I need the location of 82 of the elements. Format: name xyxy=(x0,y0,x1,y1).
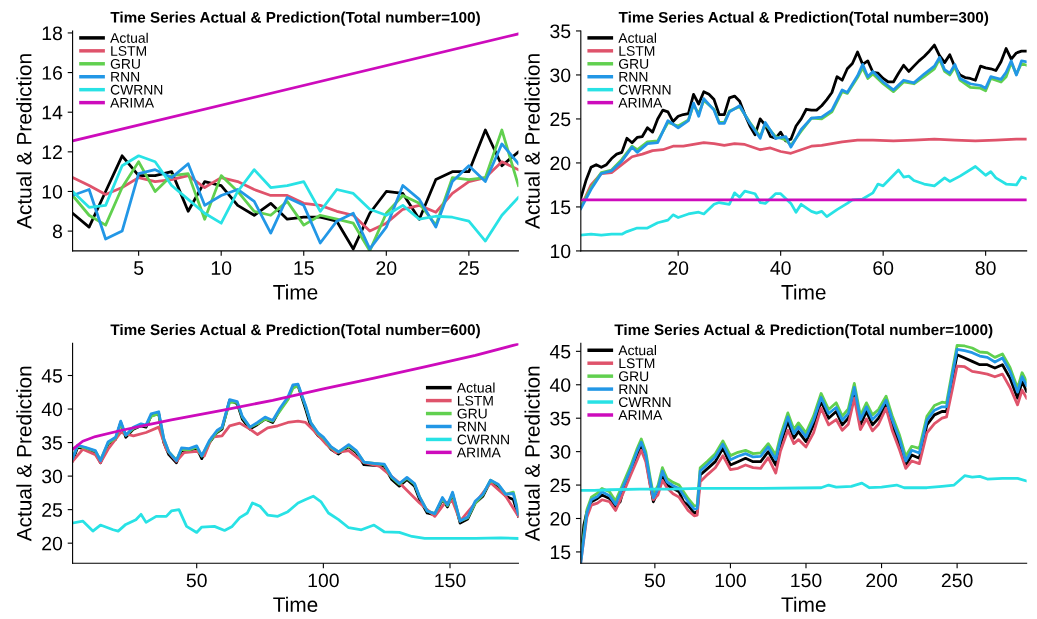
legend-label: CWRNN xyxy=(619,84,671,95)
line-series xyxy=(72,494,519,540)
line-series xyxy=(580,474,1027,492)
legend-label: ARIMA xyxy=(110,97,155,108)
legend-label: RNN xyxy=(457,421,486,432)
x-tick-label: 50 xyxy=(186,573,207,588)
chart-title: Time Series Actual & Prediction(Total number=100) xyxy=(110,11,480,26)
legend-label: Actual xyxy=(110,32,148,43)
legend-label: CWRNN xyxy=(110,84,163,95)
y-tick-label: 20 xyxy=(42,536,63,551)
x-tick-label: 250 xyxy=(941,573,973,588)
legend-label: Actual xyxy=(618,345,656,356)
y-tick-label: 15 xyxy=(550,545,571,560)
legend-label: ARIMA xyxy=(456,447,501,458)
x-tick-label: 150 xyxy=(435,573,466,588)
legend-label: LSTM xyxy=(457,395,493,406)
legend-label: Actual xyxy=(618,32,656,43)
y-tick-label: 15 xyxy=(550,200,571,215)
x-tick-label: 20 xyxy=(376,261,397,275)
x-tick-label: 15 xyxy=(294,261,314,275)
legend-label: RNN xyxy=(111,72,140,82)
legend-label: LSTM xyxy=(619,46,655,56)
y-tick-label: 40 xyxy=(549,378,571,393)
x-tick-label: 80 xyxy=(975,261,996,275)
x-tick-label: 40 xyxy=(770,261,791,275)
y-tick-label: 35 xyxy=(550,24,571,39)
line-series xyxy=(580,165,1027,237)
x-tick-label: 50 xyxy=(644,573,665,588)
legend-label: GRU xyxy=(619,371,649,382)
x-tick-label: 60 xyxy=(873,261,894,275)
x-tick-label: 150 xyxy=(791,573,822,588)
x-axis-title: Time xyxy=(781,284,826,300)
y-tick-label: 30 xyxy=(41,469,63,484)
y-tick-label: 35 xyxy=(550,411,571,426)
legend-label: CWRNN xyxy=(619,397,671,408)
y-tick-label: 10 xyxy=(42,184,63,199)
y-tick-label: 40 xyxy=(41,402,63,417)
y-tick-label: 16 xyxy=(42,66,63,80)
chart-title: Time Series Actual & Prediction(Total number=600) xyxy=(110,323,480,339)
x-axis-title: Time xyxy=(781,596,826,612)
y-axis-title: Actual & Prediction xyxy=(16,54,32,229)
legend-label: LSTM xyxy=(619,358,655,369)
y-axis-title: Actual & Prediction xyxy=(16,366,32,542)
y-tick-label: 30 xyxy=(550,445,571,459)
legend-label: CWRNN xyxy=(457,434,509,445)
y-tick-label: 45 xyxy=(41,369,63,383)
x-tick-label: 100 xyxy=(308,573,339,588)
legend-label: ARIMA xyxy=(618,97,663,108)
line-series xyxy=(72,154,519,243)
chart-title: Time Series Actual & Prediction(Total number=1000) xyxy=(614,323,993,339)
x-tick-label: 100 xyxy=(715,573,746,588)
y-tick-label: 45 xyxy=(549,345,571,359)
chart-title: Time Series Actual & Prediction(Total number=300) xyxy=(618,11,989,26)
y-tick-label: 35 xyxy=(41,436,63,450)
y-tick-label: 12 xyxy=(42,145,62,159)
y-tick-label: 14 xyxy=(42,105,63,120)
y-tick-label: 25 xyxy=(550,112,571,127)
legend-label: Actual xyxy=(456,382,495,393)
x-tick-label: 20 xyxy=(668,261,689,275)
y-tick-label: 30 xyxy=(550,68,571,83)
legend-label: GRU xyxy=(110,58,140,69)
legend-label: GRU xyxy=(619,58,649,69)
y-axis-title: Actual & Prediction xyxy=(524,366,540,542)
legend-label: ARIMA xyxy=(618,410,663,420)
y-tick-label: 25 xyxy=(550,478,571,493)
y-tick-label: 25 xyxy=(42,503,63,517)
x-tick-label: 5 xyxy=(134,261,144,275)
y-tick-label: 18 xyxy=(42,26,63,41)
y-tick-label: 20 xyxy=(550,156,571,171)
legend-label: GRU xyxy=(457,408,487,419)
y-tick-label: 10 xyxy=(550,244,571,259)
y-tick-label: 8 xyxy=(52,224,63,239)
x-tick-label: 200 xyxy=(866,573,898,588)
x-tick-label: 10 xyxy=(211,261,232,275)
y-tick-label: 20 xyxy=(550,511,571,526)
x-axis-title: Time xyxy=(273,284,318,300)
y-axis-title: Actual & Prediction xyxy=(524,54,540,229)
legend-label: LSTM xyxy=(111,46,146,56)
legend-label: RNN xyxy=(619,72,648,82)
legend-label: RNN xyxy=(619,384,648,394)
x-tick-label: 25 xyxy=(459,261,479,275)
x-axis-title: Time xyxy=(273,596,318,612)
